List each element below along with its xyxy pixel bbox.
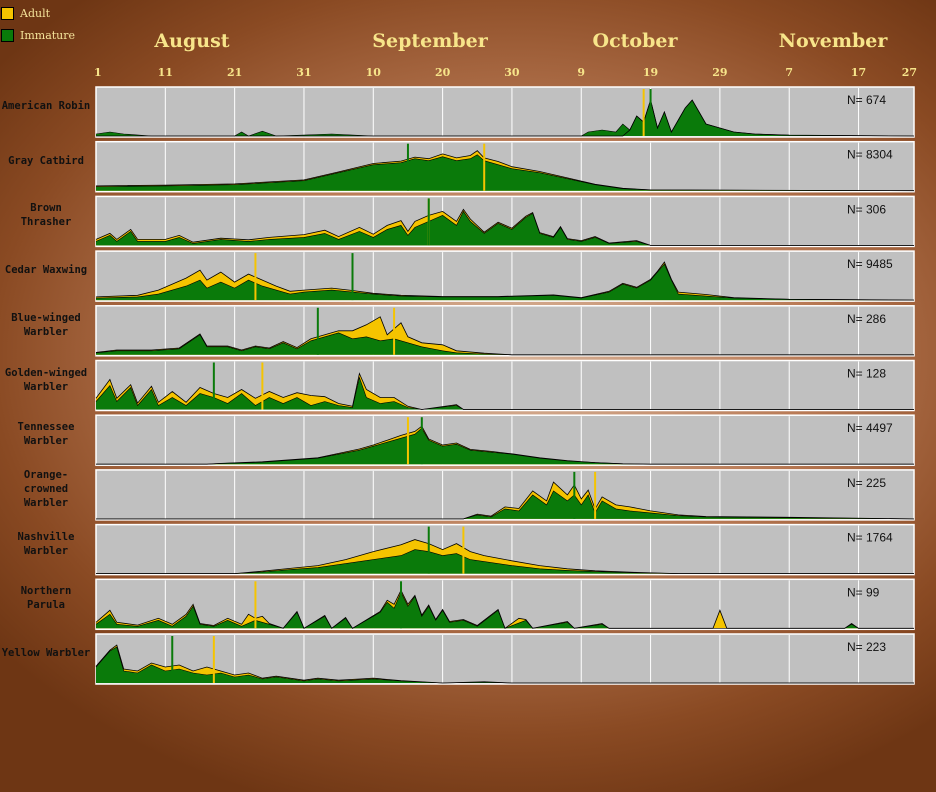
species-label-american-robin: American Robin	[1, 100, 91, 112]
panel-tennessee-warbler: N= 4497	[95, 414, 915, 466]
adult-outline	[95, 316, 914, 356]
panel-brown-thrasher: N= 306	[95, 195, 915, 248]
sample-size: N= 1764	[847, 531, 893, 545]
day-tick-9: 29	[712, 66, 728, 79]
immature-outline	[96, 549, 914, 574]
immature-area	[96, 332, 914, 355]
species-label-golden-winged-warbler: Golden-winged Warbler	[4, 366, 88, 393]
immature-area	[96, 264, 914, 301]
day-tick-12: 27	[901, 66, 918, 79]
panel-northern-parula: N= 99	[95, 578, 915, 631]
adult-swatch	[1, 6, 14, 20]
adult-outline	[95, 261, 915, 301]
immature-outline	[95, 376, 914, 410]
day-tick-3: 31	[296, 66, 312, 79]
day-tick-2: 21	[226, 66, 243, 79]
immature-area	[96, 100, 914, 136]
day-tick-0: 1	[94, 66, 102, 79]
legend-item-immature: Immature	[0, 24, 75, 46]
day-tick-8: 19	[642, 66, 659, 79]
species-label-cedar-waxwing: Cedar Waxwing	[4, 264, 88, 277]
panel-nashville-warbler: N= 1764	[95, 523, 915, 576]
panel-blue-winged-warbler: N= 286	[95, 305, 915, 357]
legend-label-adult: Adult	[20, 6, 51, 20]
legend-item-adult: Adult	[0, 2, 75, 24]
panel-cedar-waxwing: N= 9485	[95, 250, 915, 302]
species-label-yellow-warbler: Yellow Warbler	[1, 647, 91, 659]
immature-outline	[95, 263, 915, 301]
species-label-nashville-warbler: Nashville Warbler	[17, 530, 75, 557]
month-label-august: August	[154, 30, 230, 52]
sample-size: N= 8304	[847, 148, 893, 162]
sample-size: N= 223	[847, 640, 886, 654]
day-tick-10: 7	[785, 66, 794, 79]
day-tick-11: 17	[850, 66, 867, 79]
species-label-blue-winged-warbler: Blue-winged Warbler	[11, 311, 81, 338]
panel-background	[95, 86, 915, 138]
sample-size: N= 674	[847, 93, 886, 107]
species-label-brown-thrasher: Brown Thrasher	[20, 202, 72, 229]
adult-outline	[95, 150, 915, 192]
legend-label-immature: Immature	[20, 28, 76, 42]
immature-outline	[95, 154, 915, 191]
adult-outline	[95, 644, 914, 684]
day-tick-5: 20	[434, 66, 451, 79]
panel-golden-winged-warbler: N= 128	[95, 359, 915, 412]
immature-area	[96, 377, 914, 410]
species-label-tennessee-warbler: Tennessee Warbler	[17, 421, 75, 448]
legend: Adult Immature	[0, 2, 75, 46]
adult-outline	[95, 208, 914, 246]
day-tick-4: 10	[365, 66, 381, 79]
month-label-september: September	[372, 30, 488, 52]
immature-swatch	[1, 28, 14, 42]
immature-area	[96, 549, 914, 574]
immature-area	[96, 154, 914, 191]
immature-outline	[95, 98, 915, 137]
adult-outline	[96, 539, 914, 574]
immature-outline	[95, 210, 914, 246]
adult-outline	[96, 481, 915, 520]
month-label-november: November	[778, 30, 888, 52]
day-tick-6: 30	[504, 66, 520, 79]
adult-outline	[95, 589, 914, 629]
immature-outline	[95, 646, 914, 684]
immature-area	[96, 428, 914, 465]
sample-size: N= 286	[847, 312, 886, 326]
panel-background	[95, 578, 915, 631]
sample-size: N= 9485	[847, 257, 893, 271]
immature-outline	[95, 591, 914, 629]
panel-american-robin: N= 674	[95, 86, 915, 138]
panel-yellow-warbler: N= 223	[95, 633, 915, 685]
sample-size: N= 4497	[847, 421, 893, 435]
month-label-october: October	[592, 30, 678, 52]
day-tick-7: 9	[577, 66, 586, 79]
day-tick-1: 11	[157, 66, 173, 79]
immature-area	[96, 211, 914, 246]
sample-size: N= 128	[847, 367, 886, 381]
species-label-gray-catbird: Gray Catbird	[8, 154, 84, 167]
panel-orange--crowned-warbler: N= 225	[95, 469, 915, 521]
immature-outline	[96, 490, 915, 520]
sample-size: N= 225	[847, 476, 886, 490]
panel-gray-catbird: N= 8304	[95, 140, 915, 193]
adult-outline	[95, 372, 914, 410]
sample-size: N= 306	[847, 202, 886, 216]
species-label-orange--crowned-warbler: Orange- crowned Warbler	[23, 468, 69, 509]
immature-area	[96, 647, 914, 683]
species-label-northern-parula: Northern Parula	[20, 585, 72, 612]
immature-area	[96, 592, 914, 629]
immature-area	[96, 490, 914, 519]
sample-size: N= 99	[847, 585, 880, 599]
